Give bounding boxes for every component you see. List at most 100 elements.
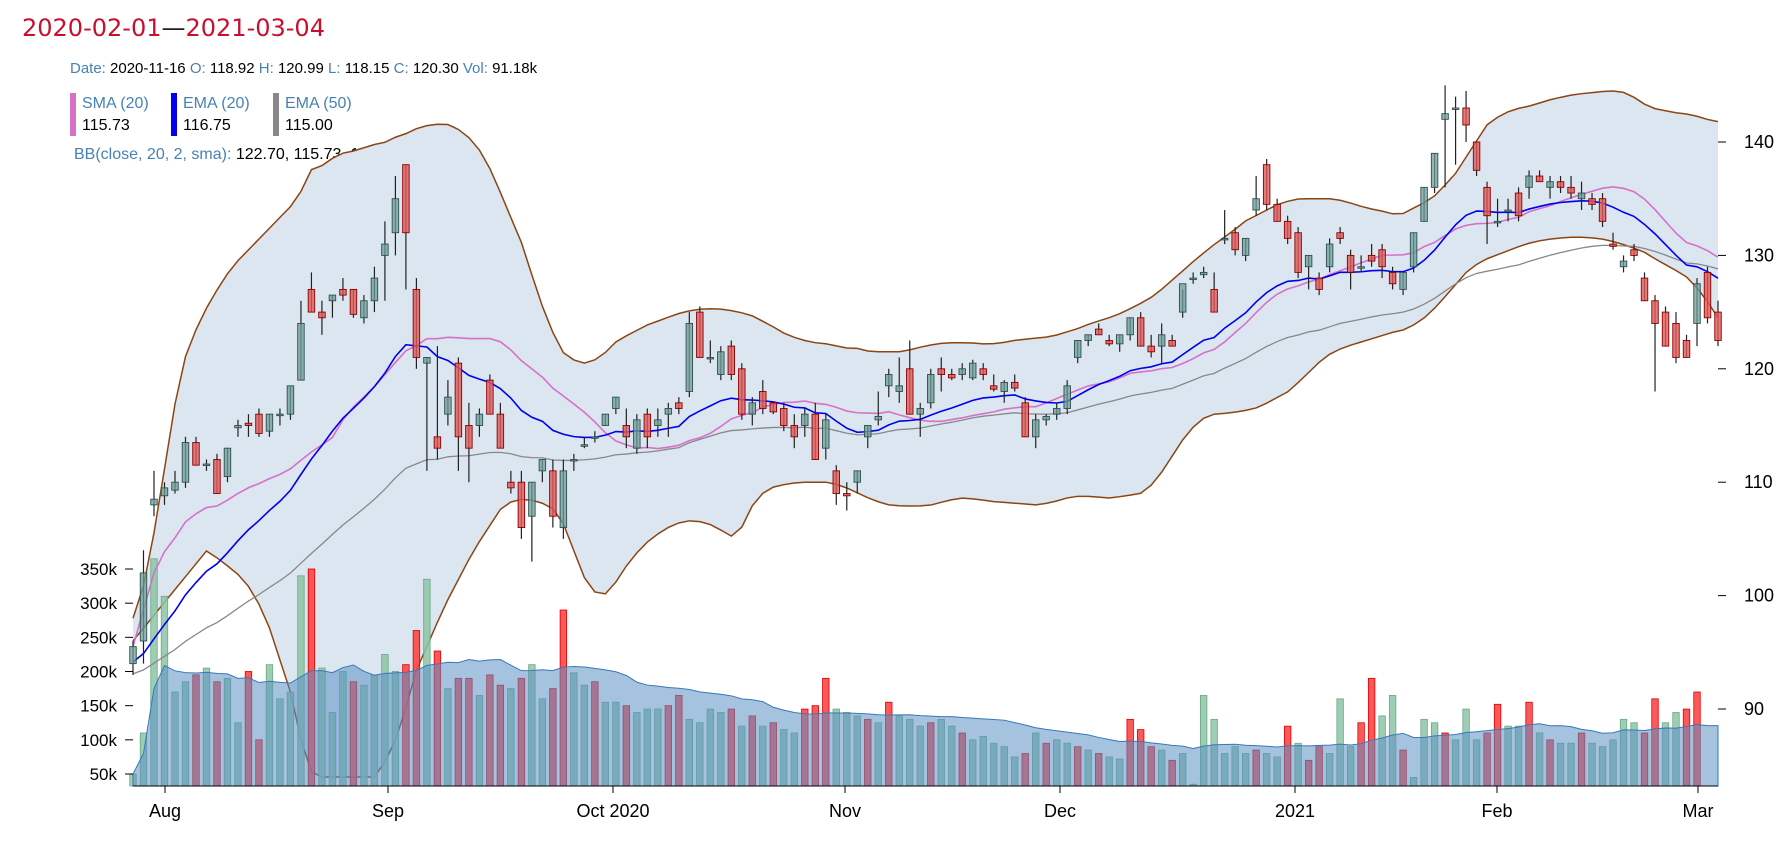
candle-body	[139, 572, 148, 642]
volume-ma-area	[132, 659, 1719, 787]
candle-body	[874, 415, 882, 421]
candle-body	[507, 481, 515, 489]
candle-body	[1042, 415, 1050, 421]
candle-body	[937, 368, 945, 375]
candle-body	[223, 447, 232, 477]
candle-body	[633, 419, 641, 449]
x-tick-label: Mar	[1683, 801, 1714, 821]
candle-body	[843, 493, 851, 497]
price-tick-label: 100	[1744, 586, 1774, 606]
candle-body	[580, 444, 589, 447]
candle-body	[601, 413, 610, 426]
candle-body	[1073, 340, 1082, 358]
candle-body	[612, 396, 620, 409]
date-range-title: 2020-02-01—2021-03-04	[22, 14, 325, 42]
candle-body	[412, 288, 421, 358]
candle-body	[927, 374, 935, 404]
high-label: H:	[258, 60, 274, 77]
candle-body	[1693, 283, 1701, 324]
open-label: O:	[189, 60, 206, 77]
candle-body	[738, 368, 746, 415]
candle-body	[1472, 141, 1481, 171]
close-label: C:	[393, 60, 409, 77]
candle-body	[1409, 232, 1418, 268]
volume-tick-label: 200k	[80, 663, 117, 682]
x-tick-label: Oct 2020	[576, 801, 649, 821]
candle-body	[1493, 220, 1502, 224]
candle-body	[1273, 203, 1281, 222]
candle-body	[1619, 260, 1628, 268]
candle-body	[1556, 181, 1565, 188]
candle-body	[1325, 243, 1334, 268]
range-separator: —	[161, 14, 186, 42]
candle-body	[1598, 198, 1607, 222]
candle-body	[801, 413, 809, 426]
price-tick-label: 140	[1744, 132, 1774, 152]
candle-body	[906, 368, 914, 415]
x-tick-label: Feb	[1481, 801, 1512, 821]
volume-value: 91.18k	[492, 60, 538, 77]
candle-body	[1262, 164, 1271, 205]
x-tick-label: 2021	[1275, 801, 1315, 821]
candle-body	[129, 646, 137, 665]
candle-body	[864, 425, 872, 438]
candle-body	[1032, 419, 1040, 438]
candle-body	[486, 379, 494, 415]
candle-body	[1546, 181, 1554, 188]
candle-body	[1430, 152, 1439, 188]
candle-body	[318, 311, 326, 319]
candle-body	[475, 413, 484, 426]
bollinger-upper	[132, 90, 1719, 619]
legend-ema50[interactable]: EMA (50) 115.00	[273, 93, 352, 136]
legend-sma20-value: 115.73	[82, 117, 130, 134]
candle-body	[853, 470, 861, 483]
candle-body	[276, 413, 284, 417]
candle-body	[780, 408, 788, 426]
sma20-line	[132, 186, 1719, 647]
candle-body	[1388, 271, 1397, 285]
candle-body	[391, 198, 400, 234]
x-tick-label: Aug	[149, 801, 181, 821]
candle-body	[1283, 220, 1292, 239]
legend-sma20[interactable]: SMA (20) 115.73	[70, 93, 149, 136]
price-tick-label: 130	[1744, 245, 1774, 265]
x-tick-label: Sep	[372, 801, 404, 821]
candle-body	[1525, 175, 1533, 188]
candle-body	[990, 385, 998, 390]
bollinger-label: BB(close, 20, 2, sma):	[74, 146, 232, 163]
candle-body	[916, 408, 924, 415]
volume-tick-label: 250k	[80, 628, 117, 647]
x-axis: Aug Sep Oct 2020 Nov Dec 2021 Feb Mar	[133, 785, 1718, 821]
candle-body	[307, 288, 316, 313]
candle-body	[528, 481, 536, 517]
volume-tick-label: 100k	[80, 731, 117, 750]
candle-body	[297, 322, 305, 381]
candle-body	[622, 425, 631, 438]
candle-body	[1115, 334, 1124, 345]
candle-body	[1252, 198, 1260, 211]
legend-ema20[interactable]: EMA (20) 116.75	[171, 93, 250, 136]
candle-body	[769, 402, 778, 413]
ema20-line	[132, 199, 1719, 663]
candle-body	[286, 385, 295, 415]
candle-body	[979, 368, 987, 375]
candle-body	[1451, 107, 1460, 110]
candle-body	[150, 498, 158, 506]
volume-tick-label: 300k	[80, 594, 117, 613]
candle-body	[1630, 249, 1638, 256]
candle-body	[433, 436, 442, 449]
candle-body	[1304, 254, 1313, 268]
candle-body	[1021, 402, 1029, 438]
close-value: 120.30	[412, 60, 459, 77]
candle-body	[591, 436, 599, 439]
candle-body	[958, 368, 966, 375]
candle-body	[1336, 232, 1344, 239]
volume-tick-label: 150k	[80, 697, 117, 716]
candle-body	[1483, 186, 1491, 217]
candle-body	[538, 459, 547, 472]
price-tick-label: 110	[1744, 472, 1773, 492]
candle-body	[643, 413, 652, 438]
candle-body	[402, 164, 410, 234]
candle-body	[559, 470, 568, 529]
